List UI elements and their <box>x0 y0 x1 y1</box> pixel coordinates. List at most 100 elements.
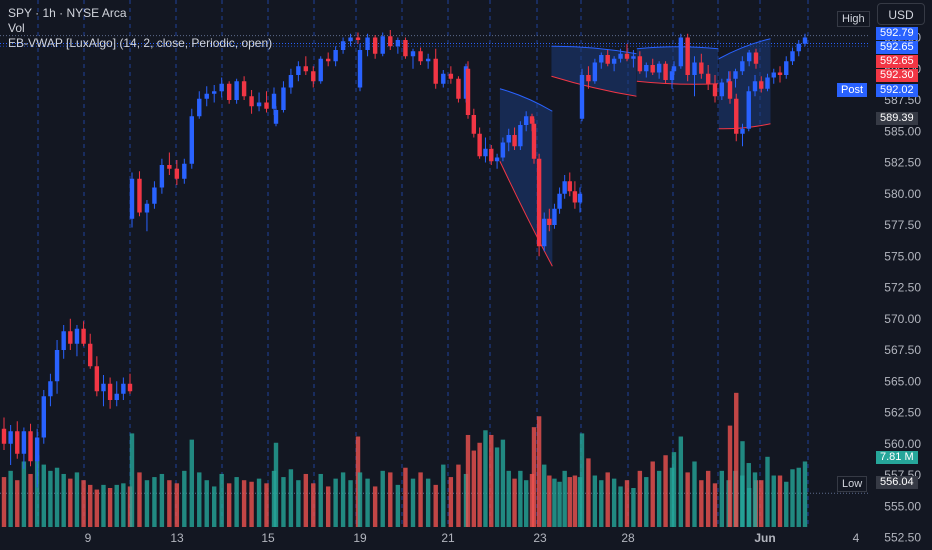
candle-body-54 <box>372 37 378 54</box>
candle-body-76 <box>518 125 523 147</box>
candle-77 <box>523 111 529 132</box>
price-tag-high-1: 592.79 <box>876 27 918 40</box>
volume-bar-14 <box>94 489 100 527</box>
candle-body-28 <box>189 116 194 164</box>
candle-body-21 <box>137 178 142 213</box>
candle-70 <box>483 137 488 163</box>
candle-body-80 <box>536 158 542 247</box>
y-axis-label-11: 565.00 <box>884 374 921 388</box>
indicator-legend[interactable]: EB-VWAP [LuxAlgo] (14, 2, close, Periodi… <box>8 36 273 50</box>
candle-12 <box>81 321 86 347</box>
volume-bar-85 <box>562 470 567 527</box>
candle-44 <box>303 56 309 75</box>
candle-body-112 <box>726 78 731 83</box>
candle-body-22 <box>144 203 150 213</box>
volume-bar-44 <box>303 473 309 527</box>
currency-button[interactable]: USD <box>877 3 925 25</box>
candle-106 <box>685 33 690 82</box>
candle-116 <box>753 48 759 69</box>
candle-body-7 <box>48 381 53 397</box>
candle-body-105 <box>678 37 684 67</box>
volume-bar-49 <box>340 472 346 527</box>
candle-100 <box>650 58 655 75</box>
candle-body-0 <box>1 428 7 444</box>
volume-bar-120 <box>746 463 751 527</box>
vwap-upper-band-0 <box>499 88 553 112</box>
volume-bar-50 <box>348 480 353 527</box>
candle-body-1 <box>8 431 13 444</box>
volume-bar-55 <box>380 470 385 527</box>
candle-76 <box>518 121 523 150</box>
candle-body-27 <box>182 163 187 179</box>
vwap-upper-band-1 <box>551 45 637 55</box>
candle-body-118 <box>734 98 739 134</box>
candle-body-16 <box>107 383 113 400</box>
candle-body-64 <box>448 73 454 79</box>
candle-60 <box>418 47 423 65</box>
price-tag-crosshair: 589.39 <box>876 112 918 125</box>
candle-29 <box>197 91 202 119</box>
volume-bar-35 <box>241 480 247 527</box>
y-axis-label-5: 580.00 <box>884 187 921 201</box>
candle-40 <box>273 106 279 127</box>
candle-56 <box>388 30 393 50</box>
candle-body-129 <box>802 37 808 44</box>
candle-body-94 <box>611 58 617 64</box>
candle-body-107 <box>692 62 697 75</box>
candle-22 <box>144 200 150 232</box>
candle-24 <box>159 158 165 194</box>
volume-bar-57 <box>395 484 401 527</box>
volume-bar-56 <box>388 472 393 527</box>
x-axis-label-0: 9 <box>85 531 92 545</box>
volume-bar-122 <box>759 480 764 527</box>
candle-body-61 <box>425 58 431 62</box>
candle-49 <box>340 37 346 54</box>
candle-53 <box>365 33 370 57</box>
candle-26 <box>174 160 180 185</box>
volume-bar-79 <box>531 427 537 527</box>
candle-body-86 <box>567 181 572 192</box>
candle-69 <box>477 127 482 159</box>
candle-body-128 <box>796 43 801 52</box>
volume-bar-15 <box>101 484 106 527</box>
volume-bar-31 <box>212 486 217 527</box>
candle-body-48 <box>333 50 338 62</box>
volume-legend[interactable]: Vol <box>8 21 25 35</box>
volume-bar-121 <box>752 472 758 527</box>
candle-129 <box>802 33 808 47</box>
volume-bar-119 <box>740 441 745 527</box>
candle-body-65 <box>456 78 461 99</box>
candle-body-82 <box>547 218 552 225</box>
candle-body-63 <box>441 73 446 84</box>
volume-bar-75 <box>512 478 517 527</box>
candle-body-45 <box>311 71 316 82</box>
candle-81 <box>542 212 547 252</box>
candle-body-119 <box>740 128 745 134</box>
volume-bar-108 <box>699 480 704 527</box>
volume-bar-47 <box>325 486 331 527</box>
candle-86 <box>567 172 572 197</box>
candle-body-98 <box>637 56 643 72</box>
candle-body-87 <box>572 191 578 203</box>
volume-bar-7 <box>48 470 53 527</box>
candle-body-78 <box>529 116 535 124</box>
candle-103 <box>669 68 675 89</box>
candle-55 <box>380 32 385 57</box>
candle-35 <box>241 76 247 100</box>
candle-73 <box>500 137 506 162</box>
y-axis-label-7: 575.00 <box>884 249 921 263</box>
candle-body-39 <box>271 93 277 109</box>
candle-body-37 <box>256 102 262 107</box>
candle-36 <box>249 90 254 114</box>
candle-body-8 <box>54 350 60 382</box>
y-axis-label-13: 560.00 <box>884 437 921 451</box>
candle-body-121 <box>752 81 758 92</box>
low-marker: Low <box>837 476 868 492</box>
candle-74 <box>506 128 511 152</box>
symbol-legend[interactable]: SPY · 1h · NYSE Arca <box>8 6 127 20</box>
candle-46 <box>318 56 323 84</box>
volume-bar-77 <box>523 480 529 527</box>
candle-body-70 <box>483 148 488 157</box>
volume-bar-107 <box>692 461 697 527</box>
